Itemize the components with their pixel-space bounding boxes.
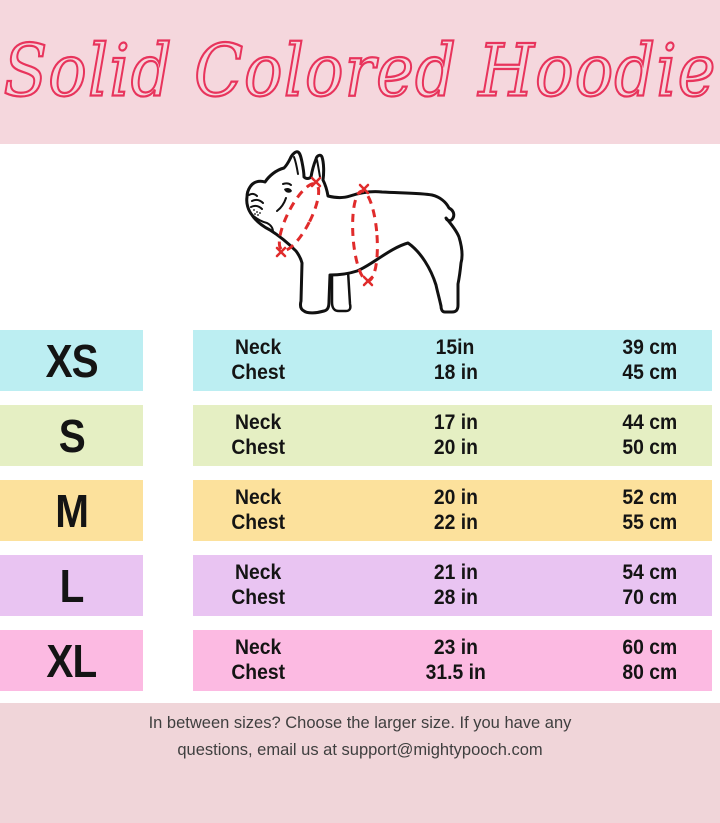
- title-banner: Solid Colored Hoodie: [0, 0, 720, 144]
- measure-cm: 70 cm: [622, 586, 678, 610]
- measure-cm: 52 cm: [622, 485, 678, 509]
- dog-eye: [284, 187, 292, 193]
- measure-inches: 22 in: [433, 511, 478, 535]
- measure-cm: 45 cm: [622, 361, 678, 385]
- size-data-s: Neck 17 in 44 cm Chest 20 in 50 cm: [193, 405, 712, 466]
- footer-line-1: In between sizes? Choose the larger size…: [148, 714, 572, 732]
- size-label: XL: [46, 634, 98, 687]
- measure-label: Neck: [234, 485, 282, 509]
- size-data-xl: Neck 23 in 60 cm Chest 31.5 in 80 cm: [193, 630, 712, 691]
- measure-label: Neck: [234, 335, 282, 359]
- dog-outline: [245, 150, 464, 315]
- size-row-s: S Neck 17 in 44 cm Chest 20 in 50 cm: [0, 405, 720, 466]
- measure-label: Neck: [234, 410, 282, 434]
- size-label: M: [55, 484, 89, 537]
- measure-cm: 39 cm: [622, 335, 678, 359]
- footer-note: In between sizes? Choose the larger size…: [0, 703, 720, 823]
- measure-label: Neck: [234, 560, 282, 584]
- measure-cm: 44 cm: [622, 410, 678, 434]
- measure-inches: 23 in: [433, 635, 478, 659]
- size-data-xs: Neck 15in 39 cm Chest 18 in 45 cm: [193, 330, 712, 391]
- measure-inches: 20 in: [433, 436, 478, 460]
- measure-label: Chest: [231, 661, 285, 685]
- footer-line-2: questions, email us at support@mightypoo…: [177, 741, 543, 759]
- measure-inches: 31.5 in: [425, 661, 486, 685]
- measure-inches: 15in: [436, 335, 475, 359]
- measure-inches: 28 in: [433, 586, 478, 610]
- measure-label: Chest: [231, 361, 285, 385]
- measure-cm: 55 cm: [622, 511, 678, 535]
- page-title: Solid Colored Hoodie: [2, 29, 717, 114]
- measure-label: Chest: [231, 436, 285, 460]
- measure-inches: 17 in: [433, 410, 478, 434]
- measure-cm: 50 cm: [622, 436, 678, 460]
- size-row-xl: XL Neck 23 in 60 cm Chest 31.5 in 80 cm: [0, 630, 720, 691]
- size-band-m: M: [0, 480, 143, 541]
- size-band-s: S: [0, 405, 143, 466]
- measure-inches: 18 in: [433, 361, 478, 385]
- measure-cm: 60 cm: [622, 635, 678, 659]
- dog-measurement-diagram: [245, 150, 464, 315]
- measure-inches: 20 in: [433, 485, 478, 509]
- size-data-l: Neck 21 in 54 cm Chest 28 in 70 cm: [193, 555, 712, 616]
- size-band-xl: XL: [0, 630, 143, 691]
- measure-cm: 80 cm: [622, 661, 678, 685]
- dog-muzzle-dots: [253, 209, 261, 216]
- size-band-xs: XS: [0, 330, 143, 391]
- measure-label: Chest: [231, 511, 285, 535]
- measure-x-marks: [275, 176, 374, 287]
- measure-cm: 54 cm: [622, 560, 678, 584]
- measure-inches: 21 in: [433, 560, 478, 584]
- dog-face-details: [248, 156, 321, 233]
- dog-far-leg: [330, 269, 352, 313]
- size-data-m: Neck 20 in 52 cm Chest 22 in 55 cm: [193, 480, 712, 541]
- size-label: L: [59, 559, 85, 612]
- size-label: S: [58, 409, 85, 462]
- size-row-xs: XS Neck 15in 39 cm Chest 18 in 45 cm: [0, 330, 720, 391]
- size-band-l: L: [0, 555, 143, 616]
- measure-label: Chest: [231, 586, 285, 610]
- size-row-m: M Neck 20 in 52 cm Chest 22 in 55 cm: [0, 480, 720, 541]
- size-row-l: L Neck 21 in 54 cm Chest 28 in 70 cm: [0, 555, 720, 616]
- size-label: XS: [45, 334, 98, 387]
- size-chart: XS Neck 15in 39 cm Chest 18 in 45 cm S N…: [0, 330, 720, 705]
- measure-label: Neck: [234, 635, 282, 659]
